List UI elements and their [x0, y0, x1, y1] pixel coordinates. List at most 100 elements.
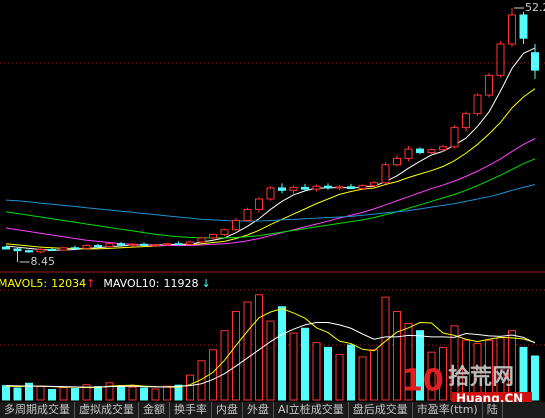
candle-body [105, 243, 114, 248]
volume-bar [140, 387, 148, 401]
candle-body [59, 247, 68, 251]
watermark-domain: Huang.CN [456, 392, 523, 403]
candle-body [347, 186, 355, 190]
candle-body [324, 185, 332, 189]
trend-arrow: ↓ [202, 277, 211, 290]
volume-bar [209, 349, 217, 401]
candle-body [370, 182, 378, 187]
candle-body [335, 186, 344, 189]
moving-average-line [5, 88, 536, 250]
candle-body [301, 186, 309, 190]
volume-bar [163, 385, 171, 401]
volume-bar [186, 374, 194, 401]
indicator-tab[interactable]: 市盈率(ttm) [413, 402, 483, 418]
volume-average-line [5, 322, 536, 388]
candle-body [94, 244, 102, 248]
indicator-tab[interactable]: 多周期成交量 [0, 402, 75, 418]
volume-bar [301, 327, 309, 401]
candle-body [128, 243, 137, 246]
candle-body [255, 198, 263, 210]
candle-body [462, 113, 470, 129]
volume-indicator-header: MAVOL5: 12034↑ MAVOL10: 11928 ↓ [0, 277, 211, 290]
volume-bar [220, 330, 229, 401]
volume-bar [36, 386, 45, 401]
volume-bar [71, 388, 79, 401]
volume-bar [25, 382, 33, 401]
volume-bar [358, 356, 367, 401]
volume-bar [48, 388, 56, 401]
volume-bar [416, 330, 424, 401]
indicator-tab[interactable]: AI立桩成交量 [274, 402, 349, 418]
candle-body [266, 187, 275, 200]
volume-bar [255, 294, 263, 401]
indicator-tab[interactable]: 陆 [483, 402, 503, 418]
candle-body [232, 219, 240, 231]
candle-body [439, 146, 447, 151]
watermark-name: 拾荒网 [448, 364, 514, 390]
candle-body [36, 249, 45, 253]
volume-bar [82, 384, 91, 401]
indicator-tab[interactable]: 金额 [139, 402, 170, 418]
volume-bar [197, 360, 206, 401]
candle-body [140, 243, 148, 246]
volume-bar [393, 311, 401, 401]
volume-bar [404, 322, 413, 401]
volume-bar [151, 388, 160, 401]
volume-bar [174, 384, 183, 401]
candle-body [508, 14, 516, 45]
candle-body [71, 247, 79, 250]
candle-body [393, 157, 401, 166]
watermark-number: 10 [402, 364, 444, 399]
indicator-tab[interactable]: 盘后成交量 [349, 402, 413, 418]
indicator-value: 12034 [51, 277, 86, 290]
candle-body [2, 246, 10, 250]
candle-body [174, 243, 183, 246]
moving-average-line [5, 184, 536, 222]
indicator-name: MAVOL10: [103, 277, 159, 290]
candle-body [358, 185, 367, 190]
candle-body [163, 243, 171, 246]
volume-bar [13, 387, 22, 401]
low-label: 8.45 [31, 255, 56, 268]
candle-body [312, 185, 321, 190]
tab-bar: 多周期成交量 虚拟成交量 金额 换手率 内盘 外盘 AI立桩成交量 盘后成交量 市盈率(ttm)… [0, 402, 545, 418]
volume-bar [278, 306, 286, 401]
volume-bar [312, 342, 321, 401]
candle-body [531, 52, 539, 71]
candle-body [186, 241, 194, 245]
volume-bar [439, 346, 447, 401]
indicator-tab[interactable]: 虚拟成交量 [75, 402, 139, 418]
volume-bar [117, 385, 125, 401]
volume-bar [370, 349, 378, 401]
volume-bar [105, 382, 114, 401]
candle-body [473, 94, 482, 115]
volume-bar [347, 344, 355, 401]
candle-body [404, 148, 413, 159]
watermark-badge [452, 392, 532, 402]
candle-body [278, 187, 286, 191]
high-label: 52.2 [525, 1, 545, 14]
candle-body [197, 237, 206, 243]
indicator-tab[interactable]: 内盘 [212, 402, 243, 418]
indicator-value: 11928 [164, 277, 199, 290]
trend-arrow: ↑ [86, 277, 95, 290]
candle-body [519, 14, 528, 39]
volume-bar [2, 385, 10, 401]
volume-bar [531, 355, 539, 401]
moving-average-line [5, 138, 536, 246]
candle-body [289, 186, 298, 191]
candle-body [485, 74, 493, 96]
volume-bar [243, 301, 252, 401]
candle-body [381, 164, 390, 184]
candle-body [496, 43, 505, 76]
indicator-tab[interactable]: 外盘 [243, 402, 274, 418]
candle-body [25, 250, 33, 253]
candle-body [48, 249, 56, 252]
candle-body [13, 248, 22, 252]
indicator-name: MAVOL5: [0, 277, 47, 290]
volume-bar [427, 351, 436, 401]
indicator-tab[interactable]: 换手率 [170, 402, 212, 418]
candle-body [450, 127, 459, 148]
candle-body [243, 208, 252, 221]
